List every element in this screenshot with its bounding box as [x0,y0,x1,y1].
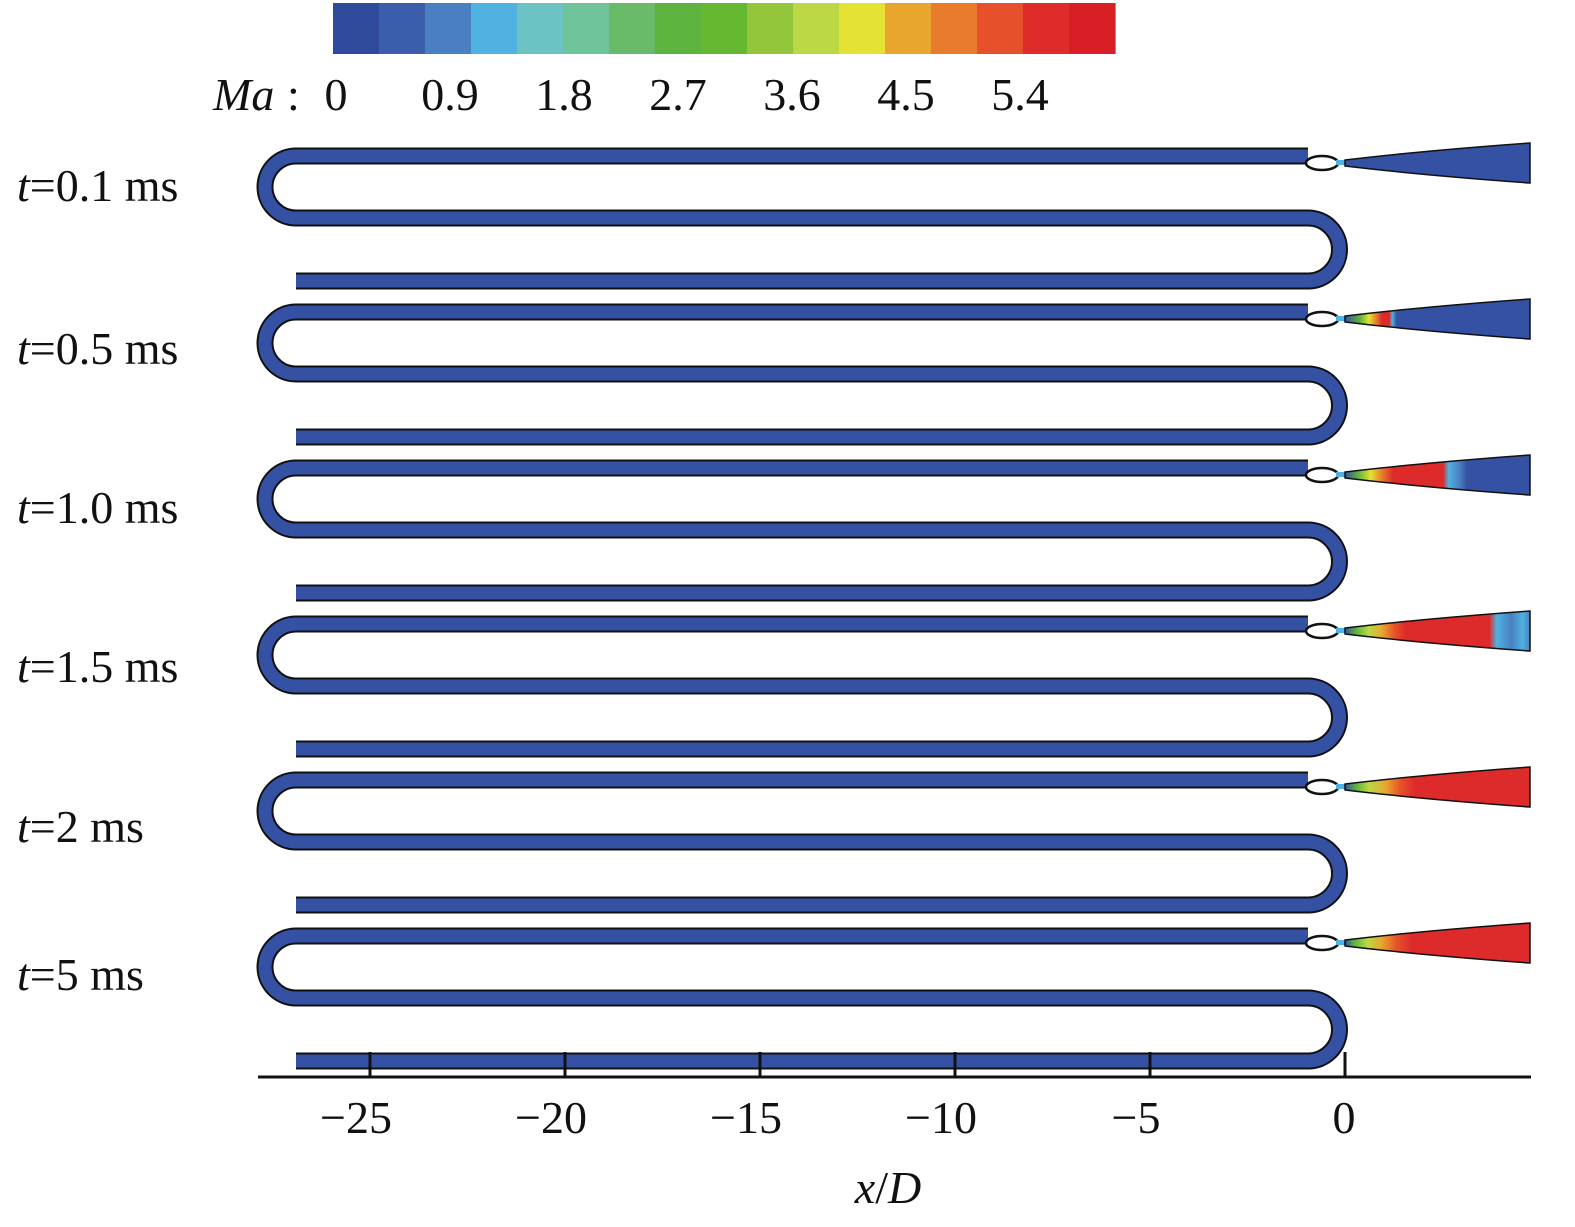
valve-chamber [1304,154,1340,172]
time-label: t=5 ms [17,949,144,1000]
tube-panel [256,922,1531,1070]
valve-chamber [1304,778,1340,796]
tube-panel [256,766,1531,914]
colorbar-swatch [517,3,564,54]
serpentine-tube [258,461,1346,600]
valve-chamber [1304,310,1340,328]
x-axis-tick-label: −15 [710,1092,782,1143]
x-axis-tick-label: −20 [515,1092,587,1143]
nozzle-mach-field [1344,454,1531,496]
colorbar-swatch [1023,3,1070,54]
tube-panel [256,298,1531,446]
serpentine-tube [258,929,1346,1068]
colorbar-variable-label: Ma [212,69,274,120]
serpentine-tube [258,149,1346,288]
valve-chamber [1304,622,1340,640]
colorbar-swatch [379,3,426,54]
nozzle-throat [1336,628,1348,633]
colorbar-swatch [701,3,748,54]
colorbar-tick-label: 0.9 [421,69,479,120]
colorbar-tick-label: 5.4 [991,69,1049,120]
time-label: t=1.0 ms [17,482,178,533]
colorbar-tick-label: 4.5 [877,69,935,120]
time-label: t=2 ms [17,801,144,852]
valve-chamber [1304,466,1340,484]
colorbar-swatch [839,3,886,54]
nozzle-mach-field [1344,766,1531,808]
nozzle-throat [1336,784,1348,789]
x-axis-tick-label: −25 [320,1092,392,1143]
colorbar-swatch [977,3,1024,54]
serpentine-tube [258,617,1346,756]
serpentine-tube [258,773,1346,912]
colorbar-swatch [563,3,610,54]
tube-panel [256,142,1531,290]
tube-panel [256,610,1531,758]
nozzle-mach-field [1344,298,1531,340]
x-axis-tick-label: −5 [1112,1092,1161,1143]
x-axis-tick-label: −10 [905,1092,977,1143]
colorbar-swatch [655,3,702,54]
tube-panel [256,454,1531,602]
x-axis: −25 −20 −15 −10 −5 0 x/D [258,1052,1531,1213]
nozzle-mach-field [1344,610,1531,652]
colorbar-label-separator: : [287,69,300,120]
tube-panels [256,142,1531,1070]
colorbar-swatch [471,3,518,54]
colorbar-tick-label: 3.6 [763,69,821,120]
time-label: t=0.5 ms [17,323,178,374]
colorbar-swatch [931,3,978,54]
nozzle-throat [1336,160,1348,165]
colorbar-tick-label: 0 [325,69,348,120]
mach-colorbar [333,3,1116,54]
time-label: t=1.5 ms [17,641,178,692]
colorbar-swatch [333,3,380,54]
time-label: t=0.1 ms [17,160,178,211]
x-axis-title: x/D [854,1162,921,1213]
colorbar-swatch [793,3,840,54]
serpentine-tube [258,305,1346,444]
colorbar-swatch [425,3,472,54]
nozzle-mach-field [1344,922,1531,964]
nozzle-throat [1336,316,1348,321]
colorbar-swatch [747,3,794,54]
nozzle-mach-field [1344,142,1531,184]
colorbar-swatch [609,3,656,54]
colorbar-swatch [1069,3,1116,54]
colorbar-tick-label: 2.7 [649,69,707,120]
nozzle-throat [1336,472,1348,477]
colorbar-labels: Ma : 0 0.9 1.8 2.7 3.6 4.5 5.4 [212,69,1049,120]
colorbar-swatch [885,3,932,54]
valve-chamber [1304,934,1340,952]
colorbar-tick-label: 1.8 [535,69,593,120]
nozzle-throat [1336,940,1348,945]
x-axis-tick-label: 0 [1333,1092,1356,1143]
